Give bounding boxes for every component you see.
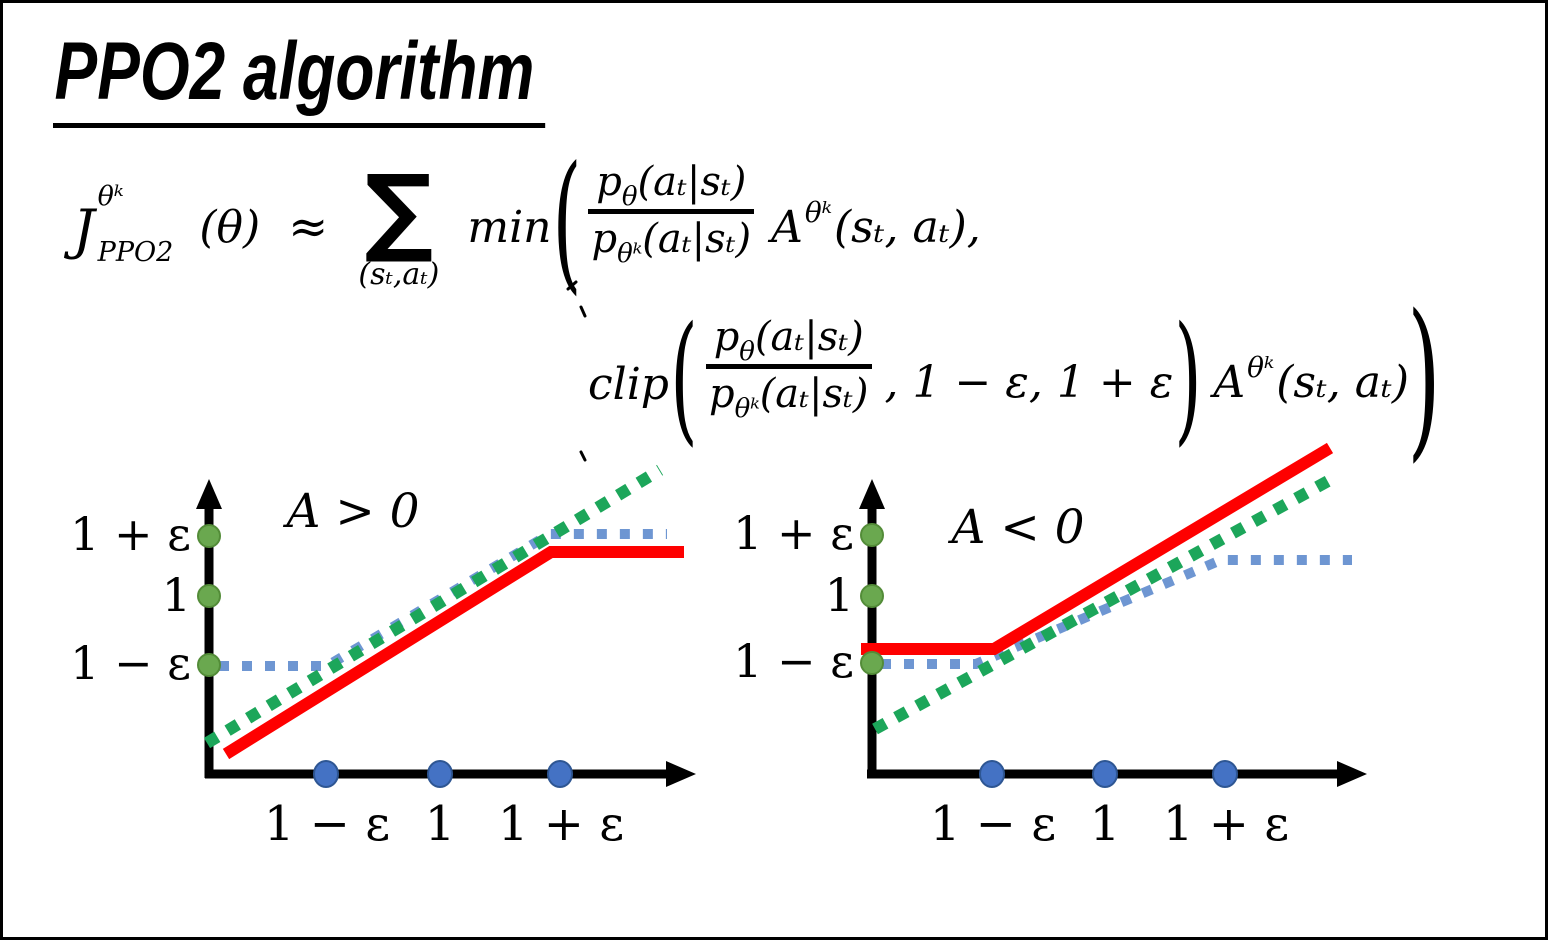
stray-mark [579, 450, 587, 462]
min-open-paren: ( [551, 135, 582, 310]
x-dot-1-minus-eps [979, 760, 1005, 788]
p-theta-k-subscript: θᵏ [617, 238, 643, 269]
x-dot-1-plus-eps [1212, 760, 1238, 788]
plot-right: 1 + ε 1 1 − ε 1 − ε 1 1 + ε A < 0 [733, 442, 1367, 852]
fraction-denominator: pθᵏ(aₜ|sₜ) [701, 369, 877, 424]
y-tick-label: 1 + ε [70, 507, 191, 561]
y-tick-label: 1 [162, 568, 191, 622]
x-dot-1-plus-eps [547, 760, 573, 788]
y-dot-1-plus-eps [197, 524, 221, 548]
p-theta-subscript: θ [621, 181, 638, 212]
formula-line-2: clip ( pθ(aₜ|sₜ) pθᵏ(aₜ|sₜ) , 1 − ε, 1 +… [588, 276, 1441, 478]
p-symbol: p [713, 313, 740, 360]
clip-open-paren: ( [670, 296, 698, 460]
y-tick-label: 1 [825, 568, 854, 622]
objective-j-term: J θᵏ PPO2 [73, 180, 174, 268]
x-dot-1-minus-eps [313, 760, 339, 788]
advantage-symbol: A [771, 201, 803, 253]
page-title: PPO2 algorithm [53, 31, 546, 128]
y-dot-1-minus-eps [197, 653, 221, 677]
advantage-superscript: θᵏ [1247, 350, 1275, 384]
summation-term: ∑ (sₜ,aₜ) [358, 154, 440, 292]
p-symbol: p [708, 370, 735, 417]
advantage-superscript: θᵏ [804, 195, 832, 229]
advantage-term: A θᵏ (sₜ, aₜ), [771, 196, 981, 253]
numerator-args: (aₜ|sₜ) [637, 158, 747, 205]
x-tick-label: 1 + ε [498, 796, 624, 852]
probability-ratio-fraction: pθ(aₜ|sₜ) pθᵏ(aₜ|sₜ) [701, 312, 877, 424]
numerator-args: (aₜ|sₜ) [754, 313, 864, 360]
j-supsub-stack: θᵏ PPO2 [97, 180, 174, 268]
min-operator: min [467, 201, 552, 253]
sigma-symbol: ∑ [364, 154, 434, 267]
fraction-numerator: pθ(aₜ|sₜ) [588, 157, 755, 214]
j-argument: (θ) [199, 201, 261, 253]
condition-label: A > 0 [282, 484, 419, 539]
x-tick-label: 1 − ε [264, 796, 390, 852]
sigma-subscript: (sₜ,aₜ) [358, 256, 440, 292]
formula-line-1: J θᵏ PPO2 (θ) ≈ ∑ (sₜ,aₜ) min ( pθ(aₜ|sₜ… [61, 141, 981, 305]
y-axis-arrow-icon [196, 479, 222, 509]
x-axis-arrow-icon [1337, 761, 1367, 787]
plot-left: 1 + ε 1 1 − ε 1 − ε 1 1 + ε A > 0 [70, 464, 696, 852]
objective-line [222, 546, 684, 760]
x-tick-label: 1 − ε [930, 796, 1056, 852]
min-close-paren: ) [1407, 276, 1441, 478]
identity-line [203, 464, 664, 749]
x-tick-label: 1 [1090, 796, 1121, 852]
y-tick-label: 1 − ε [70, 636, 191, 690]
approx-symbol: ≈ [288, 199, 329, 255]
stray-mark [566, 280, 578, 291]
condition-label: A < 0 [947, 500, 1084, 555]
fraction-numerator: pθ(aₜ|sₜ) [705, 312, 872, 369]
y-dot-1-plus-eps [860, 523, 884, 547]
advantage-symbol: A [1213, 356, 1246, 408]
p-symbol: p [596, 158, 622, 205]
j-symbol: J [73, 197, 95, 261]
clip-close-paren: ) [1174, 296, 1202, 460]
x-dot-1 [1092, 760, 1118, 788]
x-dot-1 [427, 760, 453, 788]
clip-bounds: , 1 − ε, 1 + ε [884, 356, 1174, 408]
plots-canvas: 1 + ε 1 1 − ε 1 − ε 1 1 + ε A > 0 [70, 280, 1367, 852]
title-block: PPO2 algorithm [53, 31, 684, 128]
y-dot-1 [860, 584, 884, 608]
p-symbol: p [591, 215, 618, 262]
y-dot-1-minus-eps [860, 651, 884, 675]
p-theta-k-subscript: θᵏ [734, 393, 760, 424]
advantage-args: (sₜ, aₜ) [1276, 356, 1410, 408]
j-subscript: PPO2 [97, 237, 174, 268]
y-axis-arrow-icon [859, 479, 885, 509]
x-axis-arrow-icon [666, 761, 696, 787]
j-superscript: θᵏ [97, 180, 124, 212]
x-tick-label: 1 + ε [1163, 796, 1289, 852]
stray-mark [579, 305, 587, 318]
x-tick-label: 1 [425, 796, 456, 852]
clip-operator: clip [588, 358, 669, 410]
p-theta-subscript: θ [739, 336, 755, 367]
clip-line [881, 555, 1352, 669]
denominator-args: (aₜ|sₜ) [759, 370, 869, 417]
advantage-term: A θᵏ (sₜ, aₜ) [1213, 351, 1410, 408]
objective-line [861, 442, 1334, 655]
denominator-args: (aₜ|sₜ) [642, 215, 752, 262]
identity-line [872, 474, 1333, 735]
y-dot-1 [197, 584, 221, 608]
stray-marks [566, 280, 587, 462]
probability-ratio-fraction: pθ(aₜ|sₜ) pθᵏ(aₜ|sₜ) [584, 157, 760, 269]
y-tick-label: 1 + ε [733, 506, 854, 560]
advantage-args: (sₜ, aₜ), [833, 201, 981, 253]
fraction-denominator: pθᵏ(aₜ|sₜ) [584, 214, 760, 269]
y-tick-label: 1 − ε [733, 634, 854, 688]
